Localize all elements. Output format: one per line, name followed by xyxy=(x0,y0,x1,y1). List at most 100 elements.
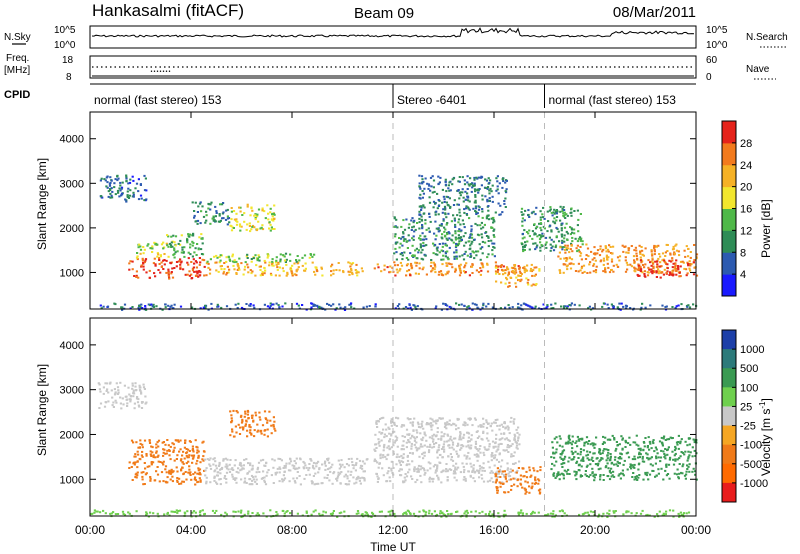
echo-cell xyxy=(520,304,523,307)
echo-cell xyxy=(215,481,218,484)
echo-cell xyxy=(527,304,530,307)
echo-cell xyxy=(508,471,511,473)
echo-cell xyxy=(258,259,261,262)
echo-cell xyxy=(547,513,550,516)
echo-cell xyxy=(541,216,545,219)
echo-cell xyxy=(410,442,413,445)
echo-cell xyxy=(620,302,623,305)
echo-cell xyxy=(561,241,564,244)
echo-cell xyxy=(386,446,389,449)
echo-cell xyxy=(421,258,425,261)
echo-cell xyxy=(175,458,178,460)
echo-cell xyxy=(312,510,315,513)
echo-cell xyxy=(390,467,393,470)
echo-cell xyxy=(686,468,689,470)
echo-cell xyxy=(495,437,498,440)
echo-cell xyxy=(419,187,422,190)
echo-cell xyxy=(431,434,434,437)
echo-cell xyxy=(173,446,176,449)
echo-cell xyxy=(687,465,690,468)
echo-cell xyxy=(527,283,530,286)
echo-cell xyxy=(462,465,465,468)
echo-cell xyxy=(562,306,566,309)
echo-cell xyxy=(198,473,201,476)
echo-cell xyxy=(272,416,275,419)
echo-cell xyxy=(440,431,443,434)
echo-cell xyxy=(210,201,213,204)
echo-cell xyxy=(428,196,431,199)
echo-cell xyxy=(444,303,447,305)
echo-cell xyxy=(283,471,286,473)
echo-cell xyxy=(450,456,453,458)
echo-cell xyxy=(504,190,507,193)
echo-cell xyxy=(582,449,585,452)
colorbar-swatch xyxy=(722,121,736,144)
echo-cell xyxy=(231,475,234,478)
echo-cell xyxy=(233,268,236,271)
echo-cell xyxy=(417,251,420,254)
echo-cell xyxy=(633,249,636,252)
echo-cell xyxy=(594,443,597,446)
echo-cell xyxy=(570,207,573,210)
echo-cell xyxy=(440,273,443,276)
echo-cell xyxy=(181,466,184,469)
echo-cell xyxy=(564,251,567,254)
echo-cell xyxy=(430,425,433,428)
echo-cell xyxy=(517,426,520,429)
echo-cell xyxy=(465,308,468,311)
echo-cell xyxy=(602,441,605,444)
echo-cell xyxy=(446,476,449,479)
echo-cell xyxy=(444,273,447,276)
echo-cell xyxy=(467,199,470,202)
echo-cell xyxy=(569,267,573,270)
echo-cell xyxy=(258,471,261,473)
echo-cell xyxy=(313,483,316,486)
echo-cell xyxy=(118,187,121,190)
echo-cell xyxy=(234,478,237,481)
echo-cell xyxy=(674,262,677,265)
echo-cell xyxy=(451,266,454,269)
echo-cell xyxy=(185,448,188,450)
echo-cell xyxy=(570,302,573,305)
echo-cell xyxy=(132,195,135,198)
echo-cell xyxy=(370,516,373,518)
echo-cell xyxy=(126,402,129,405)
echo-cell xyxy=(421,227,424,230)
echo-cell xyxy=(563,512,566,515)
echo-cell xyxy=(429,220,432,223)
echo-cell xyxy=(318,468,321,471)
echo-cell xyxy=(528,466,531,469)
echo-cell xyxy=(406,433,409,436)
echo-cell xyxy=(478,243,481,246)
echo-cell xyxy=(546,210,549,213)
x-axis: 00:00 04:00 08:00 12:00 16:00 20:00 00:00 xyxy=(75,523,711,537)
colorbar-tick-label: 100 xyxy=(740,382,758,394)
echo-cell xyxy=(571,236,574,239)
echo-cell xyxy=(244,410,247,413)
echo-cell xyxy=(448,446,451,449)
echo-cell xyxy=(132,441,135,444)
echo-cell xyxy=(420,423,423,425)
echo-cell xyxy=(204,458,207,461)
echo-cell xyxy=(481,438,484,441)
echo-cell xyxy=(575,440,578,443)
echo-cell xyxy=(266,419,269,422)
echo-cell xyxy=(145,513,148,516)
echo-cell xyxy=(495,486,498,488)
echo-cell xyxy=(463,468,466,471)
echo-cell xyxy=(464,477,467,480)
echo-cell xyxy=(315,267,318,270)
echo-cell xyxy=(604,245,607,248)
echo-cell xyxy=(305,510,308,513)
echo-cell xyxy=(188,235,191,238)
echo-cell xyxy=(454,269,457,272)
echo-cell xyxy=(639,512,643,515)
echo-cell xyxy=(457,442,460,445)
echo-cell xyxy=(580,265,584,268)
echo-cell xyxy=(608,459,611,462)
echo-cell xyxy=(444,208,447,211)
echo-cell xyxy=(434,213,437,216)
echo-cell xyxy=(302,460,305,463)
echo-cell xyxy=(448,189,451,192)
echo-cell xyxy=(584,258,588,260)
